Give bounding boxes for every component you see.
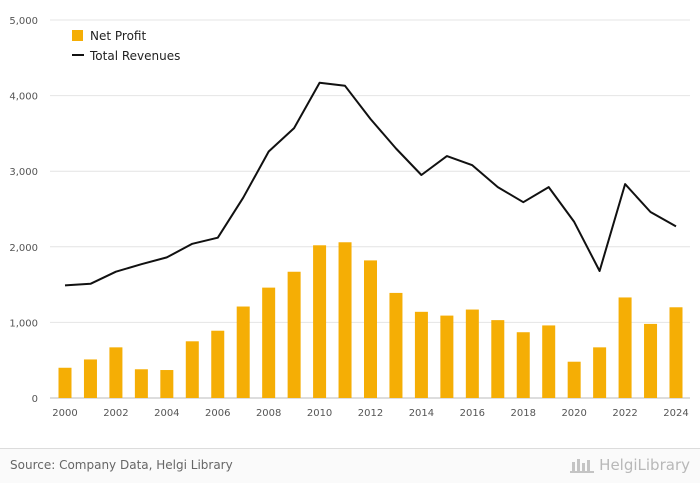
net-profit-bar <box>593 347 607 398</box>
net-profit-bar <box>542 325 556 398</box>
net-profit-bar <box>618 297 632 398</box>
y-tick-label: 5,000 <box>9 16 38 27</box>
gridlines <box>50 19 690 399</box>
y-tick-label: 4,000 <box>9 92 38 103</box>
total-revenues-line-layer <box>64 81 677 287</box>
x-tick-label: 2000 <box>52 408 77 419</box>
x-tick-label: 2016 <box>460 408 485 419</box>
net-profit-bar <box>516 332 530 398</box>
y-tick-label: 0 <box>32 394 38 405</box>
net-profit-bar <box>440 315 454 398</box>
y-tick-label: 2,000 <box>9 243 38 254</box>
net-profit-bar <box>134 369 148 398</box>
net-profit-bar <box>262 287 276 398</box>
net-profit-bar <box>338 242 352 398</box>
net-profit-bar <box>364 260 377 398</box>
net-profit-bar <box>211 330 225 398</box>
y-tick-label: 3,000 <box>9 167 38 178</box>
net-profit-bar <box>669 307 683 398</box>
source-note: Source: Company Data, Helgi Library <box>10 458 233 472</box>
x-tick-label: 2010 <box>307 408 332 419</box>
net-profit-bar <box>313 245 327 398</box>
net-profit-bar <box>83 359 97 398</box>
net-profit-bar <box>160 370 174 398</box>
brand-logo: HelgiLibrary <box>569 456 690 474</box>
legend: Net Profit Total Revenues <box>72 29 180 63</box>
net-profit-bar <box>389 292 403 398</box>
net-profit-bar <box>414 311 428 398</box>
net-profit-bar <box>567 361 581 398</box>
net-profit-bar <box>287 271 301 398</box>
total-revenues-line <box>64 81 677 287</box>
x-axis-ticks: 2000 2002 2004 2006 2008 2010 2012 2014 2016 2018… <box>52 408 688 419</box>
legend-swatch-net-profit <box>72 30 83 41</box>
y-tick-label: 1,000 <box>9 318 38 329</box>
x-tick-label: 2006 <box>205 408 230 419</box>
net-profit-bar <box>644 323 658 398</box>
net-profit-bar <box>465 309 479 398</box>
x-tick-label: 2022 <box>612 408 637 419</box>
x-tick-label: 2020 <box>561 408 586 419</box>
net-profit-bar <box>491 320 505 398</box>
x-tick-label: 2024 <box>663 408 688 419</box>
x-tick-label: 2008 <box>256 408 281 419</box>
footer: Source: Company Data, Helgi Library Helg… <box>0 448 700 483</box>
x-tick-label: 2004 <box>154 408 179 419</box>
x-tick-label: 2012 <box>358 408 383 419</box>
legend-label-total-revenues: Total Revenues <box>89 49 180 63</box>
library-icon <box>570 459 595 473</box>
net-profit-bars <box>58 242 683 398</box>
net-profit-bar <box>58 367 72 398</box>
y-axis-ticks: 0 1,000 2,000 3,000 4,000 5,000 <box>9 16 38 405</box>
x-tick-label: 2014 <box>409 408 434 419</box>
legend-label-net-profit: Net Profit <box>90 29 146 43</box>
net-profit-bar <box>109 347 123 398</box>
brand-name: HelgiLibrary <box>599 456 690 474</box>
x-tick-label: 2018 <box>511 408 536 419</box>
net-profit-bar <box>236 306 250 398</box>
x-tick-label: 2002 <box>103 408 128 419</box>
net-profit-bar <box>185 341 199 398</box>
